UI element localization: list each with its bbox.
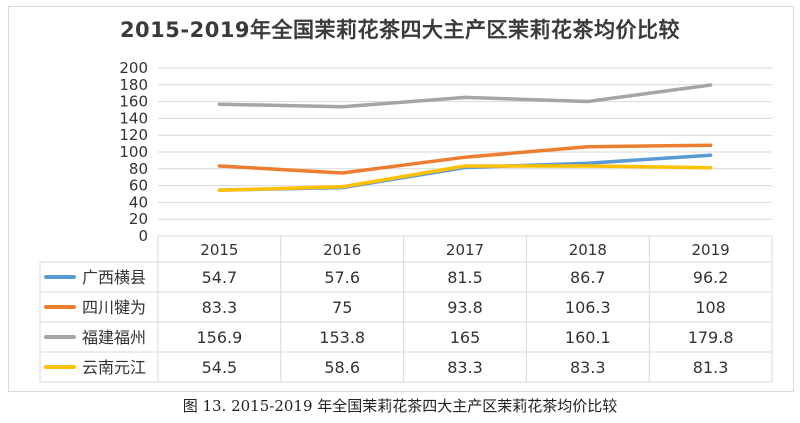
data-label: 86.7 (570, 268, 606, 287)
data-label: 83.3 (447, 358, 483, 377)
data-label: 179.8 (688, 328, 734, 347)
y-tick-label: 20 (129, 210, 148, 228)
series-line (217, 153, 713, 192)
data-label: 93.8 (447, 298, 483, 317)
data-label: 156.9 (196, 328, 242, 347)
y-tick-label: 80 (129, 160, 148, 178)
data-label: 160.1 (565, 328, 611, 347)
data-label: 57.6 (324, 268, 360, 287)
legend-label: 广西横县 (82, 268, 146, 287)
data-label: 54.5 (202, 358, 238, 377)
x-category-label: 2019 (692, 241, 730, 259)
data-label: 83.3 (570, 358, 606, 377)
data-label: 58.6 (324, 358, 360, 377)
data-label: 165 (450, 328, 481, 347)
chart-frame (8, 6, 794, 392)
data-label: 153.8 (319, 328, 365, 347)
y-tick-label: 0 (138, 227, 148, 245)
data-label: 81.5 (447, 268, 483, 287)
data-label: 81.3 (693, 358, 729, 377)
legend-label: 福建福州 (82, 328, 146, 347)
y-tick-label: 40 (129, 193, 148, 211)
y-tick-label: 180 (119, 76, 148, 94)
series-line (217, 83, 713, 109)
data-label: 106.3 (565, 298, 611, 317)
series-line (217, 164, 713, 192)
x-category-label: 2017 (446, 241, 484, 259)
x-category-label: 2016 (323, 241, 361, 259)
x-category-label: 2015 (200, 241, 238, 259)
y-tick-label: 160 (119, 93, 148, 111)
y-tick-label: 120 (119, 126, 148, 144)
x-category-label: 2018 (569, 241, 607, 259)
data-label: 108 (695, 298, 726, 317)
data-label: 75 (332, 298, 352, 317)
data-label: 83.3 (202, 298, 238, 317)
legend-label: 云南元江 (82, 358, 146, 377)
chart-title: 2015-2019年全国茉莉花茶四大主产区茉莉花茶均价比较 (119, 18, 681, 42)
data-label: 54.7 (202, 268, 238, 287)
series-line (217, 143, 713, 175)
figure-caption: 图 13. 2015-2019 年全国茉莉花茶四大主产区茉莉花茶均价比较 (182, 397, 618, 415)
y-tick-label: 200 (119, 59, 148, 77)
y-tick-label: 140 (119, 109, 148, 127)
data-label: 96.2 (693, 268, 729, 287)
legend-label: 四川犍为 (82, 298, 146, 317)
y-tick-label: 100 (119, 143, 148, 161)
y-tick-label: 60 (129, 177, 148, 195)
